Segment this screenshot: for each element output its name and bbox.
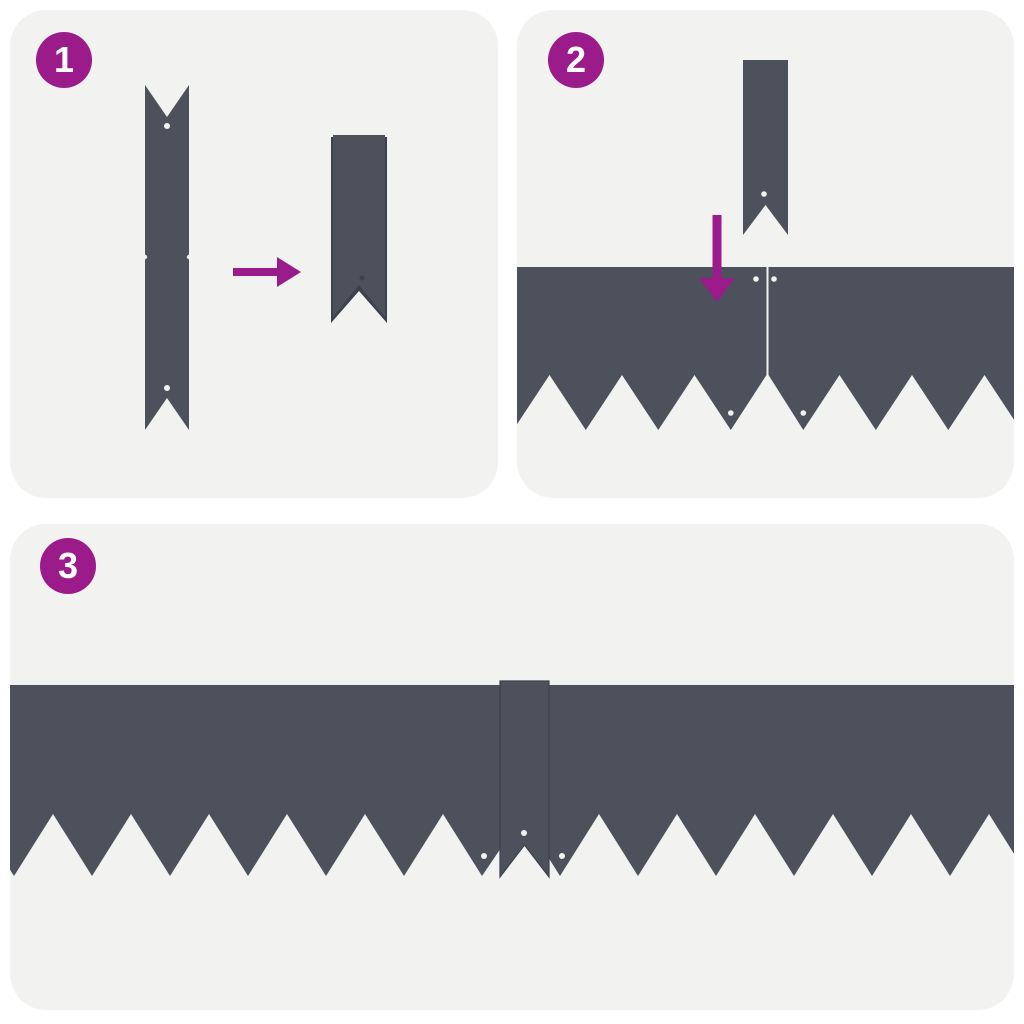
- strip-hole-bottom: [164, 385, 170, 391]
- panel-hole-left-tooth: [481, 853, 487, 859]
- folded-connector-strip: [743, 60, 788, 235]
- folded-strip-hole: [359, 275, 365, 281]
- step-2-number: 2: [565, 39, 587, 80]
- step-1-diagram: [142, 85, 387, 430]
- connector-hole: [761, 191, 767, 197]
- flat-connector-strip: [145, 85, 189, 430]
- panel-hole-right-top: [771, 276, 777, 282]
- step-1-badge: 1: [36, 32, 92, 88]
- step-1-panel: 1: [10, 10, 498, 498]
- step-3-badge: 3: [40, 538, 96, 594]
- fold-notch-left: [142, 254, 148, 260]
- edging-panel-right: [768, 267, 1014, 430]
- panel-hole-right-tooth: [800, 410, 807, 416]
- step-2-diagram: [517, 60, 1014, 430]
- strip-hole-top: [164, 123, 170, 129]
- arrow-down-icon: [699, 215, 735, 302]
- step-3-panel: 3: [10, 524, 1014, 1010]
- connector-strip: [499, 680, 550, 879]
- connector-hole: [521, 830, 527, 836]
- edging-panel-left: [517, 267, 767, 430]
- panel-hole-left-top: [753, 276, 759, 282]
- arrow-right-icon: [233, 257, 301, 287]
- edging-panel-left: [10, 685, 524, 876]
- step-3-diagram: [10, 680, 1014, 879]
- edging-panel-right: [526, 685, 1014, 876]
- panel-hole-right-tooth: [559, 853, 565, 859]
- step-2-badge: 2: [548, 32, 604, 88]
- step-3-number: 3: [57, 545, 79, 586]
- folded-strip-front-layer: [333, 135, 385, 317]
- step-1-number: 1: [53, 39, 75, 80]
- fold-notch-right: [186, 254, 192, 260]
- step-2-panel: 2: [517, 10, 1014, 498]
- panel-hole-left-tooth: [728, 410, 734, 416]
